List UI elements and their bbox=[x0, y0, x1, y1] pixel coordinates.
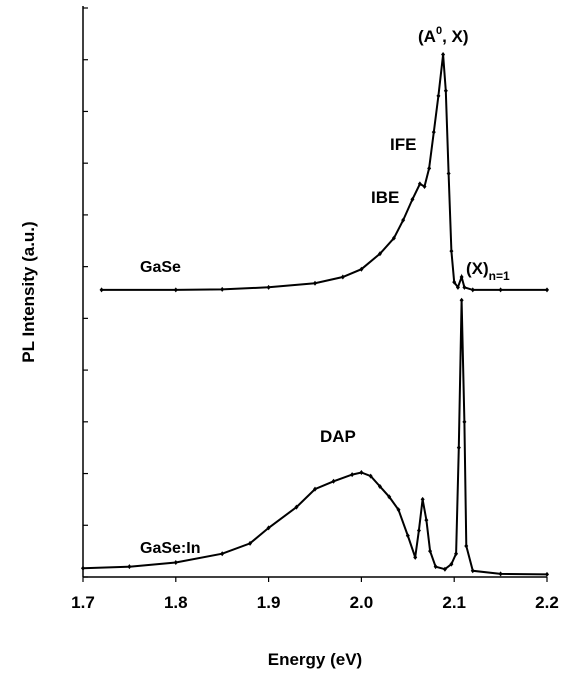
series-line bbox=[101, 54, 547, 291]
data-point bbox=[498, 571, 503, 577]
data-point bbox=[452, 279, 457, 285]
y-axis-label: PL Intensity (a.u.) bbox=[19, 221, 38, 362]
data-point bbox=[455, 284, 460, 290]
data-point bbox=[331, 478, 336, 484]
annotation-text: (A bbox=[418, 27, 436, 46]
data-point bbox=[422, 183, 427, 189]
data-point bbox=[459, 297, 464, 303]
annotation: (X)n=1 bbox=[466, 259, 510, 283]
data-point bbox=[498, 287, 503, 293]
series-label: GaSe bbox=[140, 259, 181, 276]
annotation-rest: , X) bbox=[442, 27, 468, 46]
data-point bbox=[470, 568, 475, 574]
data-point bbox=[368, 473, 373, 479]
annotation: IBE bbox=[371, 188, 399, 207]
annotation-text: IFE bbox=[390, 135, 416, 154]
data-point bbox=[464, 543, 469, 549]
data-point bbox=[462, 284, 467, 290]
data-point bbox=[470, 287, 475, 293]
x-tick-label: 2.2 bbox=[535, 593, 559, 612]
x-tick-label: 1.7 bbox=[71, 593, 95, 612]
data-point bbox=[401, 217, 406, 223]
data-point bbox=[313, 280, 317, 286]
annotation: DAP bbox=[320, 427, 356, 446]
data-point bbox=[340, 274, 345, 280]
data-point bbox=[424, 517, 429, 523]
annotation: IFE bbox=[390, 135, 416, 154]
data-point bbox=[449, 561, 454, 567]
data-point bbox=[462, 419, 467, 425]
data-point bbox=[441, 52, 446, 58]
data-point bbox=[391, 235, 396, 241]
data-point bbox=[410, 196, 415, 202]
annotation-text: DAP bbox=[320, 427, 356, 446]
data-point bbox=[387, 494, 392, 500]
data-point bbox=[99, 287, 104, 293]
data-point bbox=[433, 564, 438, 570]
x-tick-label: 1.9 bbox=[257, 593, 281, 612]
data-point bbox=[545, 287, 549, 293]
data-point bbox=[416, 527, 421, 533]
data-point bbox=[427, 165, 432, 171]
data-point bbox=[446, 171, 451, 177]
data-point bbox=[266, 525, 271, 531]
data-point bbox=[248, 540, 253, 546]
data-point bbox=[431, 129, 436, 135]
data-point bbox=[173, 287, 178, 293]
data-point bbox=[313, 486, 317, 492]
data-point bbox=[459, 274, 464, 280]
annotation-text: (X) bbox=[466, 259, 489, 278]
data-point bbox=[405, 533, 410, 539]
data-point bbox=[420, 496, 425, 502]
data-point bbox=[454, 551, 459, 557]
data-point bbox=[443, 88, 448, 94]
data-point bbox=[220, 551, 225, 557]
annotation-sup: 0 bbox=[436, 25, 442, 37]
data-point bbox=[428, 548, 433, 554]
annotation: (A0, X) bbox=[418, 25, 469, 46]
data-point bbox=[436, 93, 441, 99]
data-point bbox=[359, 470, 364, 476]
data-point bbox=[127, 564, 132, 570]
data-point bbox=[456, 445, 461, 451]
data-point bbox=[173, 560, 178, 566]
data-point bbox=[545, 571, 549, 577]
data-point bbox=[442, 566, 447, 572]
data-point bbox=[449, 248, 454, 254]
series-label: GaSe:In bbox=[140, 540, 200, 557]
data-point bbox=[377, 483, 382, 489]
data-point bbox=[350, 472, 355, 478]
data-point bbox=[377, 251, 382, 257]
data-point bbox=[294, 504, 299, 510]
x-axis-label: Energy (eV) bbox=[268, 650, 362, 669]
series-line bbox=[82, 300, 548, 576]
data-point bbox=[359, 266, 364, 272]
data-point bbox=[417, 181, 422, 187]
data-point bbox=[413, 554, 418, 560]
annotation-sub: n=1 bbox=[489, 269, 510, 283]
data-point bbox=[220, 286, 225, 292]
x-tick-label: 2.1 bbox=[442, 593, 466, 612]
x-tick-label: 2.0 bbox=[350, 593, 374, 612]
data-point bbox=[266, 284, 271, 290]
data-point bbox=[81, 565, 85, 571]
x-tick-label: 1.8 bbox=[164, 593, 188, 612]
annotation-text: IBE bbox=[371, 188, 399, 207]
data-point bbox=[396, 507, 401, 513]
